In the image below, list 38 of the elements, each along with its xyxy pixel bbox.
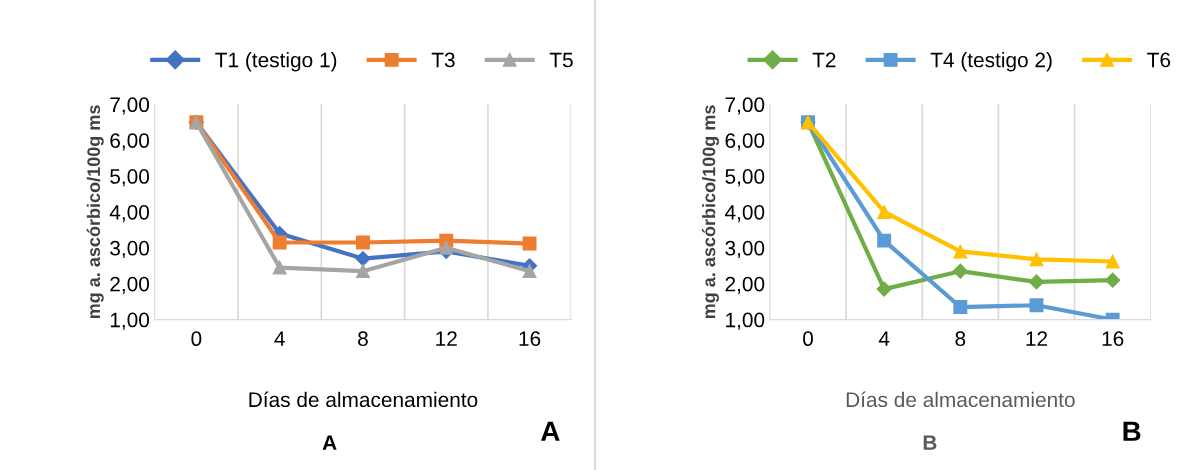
y-tick-label: 2,00 (110, 276, 150, 294)
text: B (923, 435, 937, 450)
x-tick-label: 16 (519, 331, 541, 347)
y-tick-label: 4,00 (109, 204, 150, 223)
x-tick-label: 0 (191, 331, 202, 347)
y-tick-label: 6,00 (725, 133, 765, 151)
x-tick-label: 4 (878, 331, 890, 346)
x-axis-title: Días de almacenamiento (249, 391, 478, 408)
legend-label: T4 (testigo 2) (930, 52, 1052, 72)
y-tick-label: 2,00 (725, 276, 765, 294)
y-tick-label: 7,00 (725, 97, 765, 115)
legend-label: T6 (1147, 52, 1171, 68)
x-tick-label: 16 (1102, 331, 1124, 347)
x-tick-label: 8 (955, 331, 966, 347)
x-tick-label: 0 (803, 331, 813, 347)
text: A (541, 421, 560, 441)
x-tick-label: 12 (1026, 331, 1048, 346)
y-tick-label: 1,00 (726, 312, 765, 330)
y-tick-label: 5,00 (110, 169, 150, 187)
x-tick-label: 4 (274, 331, 285, 346)
y-axis-title: mg a. ascórbico/100g ms (701, 105, 719, 319)
y-tick-label: 7,00 (110, 97, 150, 115)
x-axis-title: Días de almacenamiento (846, 391, 1075, 408)
y-tick-label: 5,00 (725, 169, 765, 187)
text: B (1123, 421, 1141, 441)
y-tick-label: 3,00 (110, 240, 150, 259)
y-tick-label: 3,00 (725, 240, 765, 259)
legend-label: T3 (431, 52, 455, 68)
y-tick-label: 4,00 (725, 204, 765, 223)
legend-label: T1 (testigo 1) (215, 52, 337, 72)
x-tick-label: 12 (436, 331, 457, 346)
text: A (322, 435, 337, 450)
y-axis-title: mg a. ascórbico/100g ms (86, 105, 104, 319)
y-tick-label: 1,00 (110, 312, 150, 330)
y-tick-label: 6,00 (110, 133, 150, 151)
legend-label: T5 (549, 52, 573, 68)
legend-label: T2 (812, 52, 836, 68)
x-tick-label: 8 (358, 331, 368, 347)
